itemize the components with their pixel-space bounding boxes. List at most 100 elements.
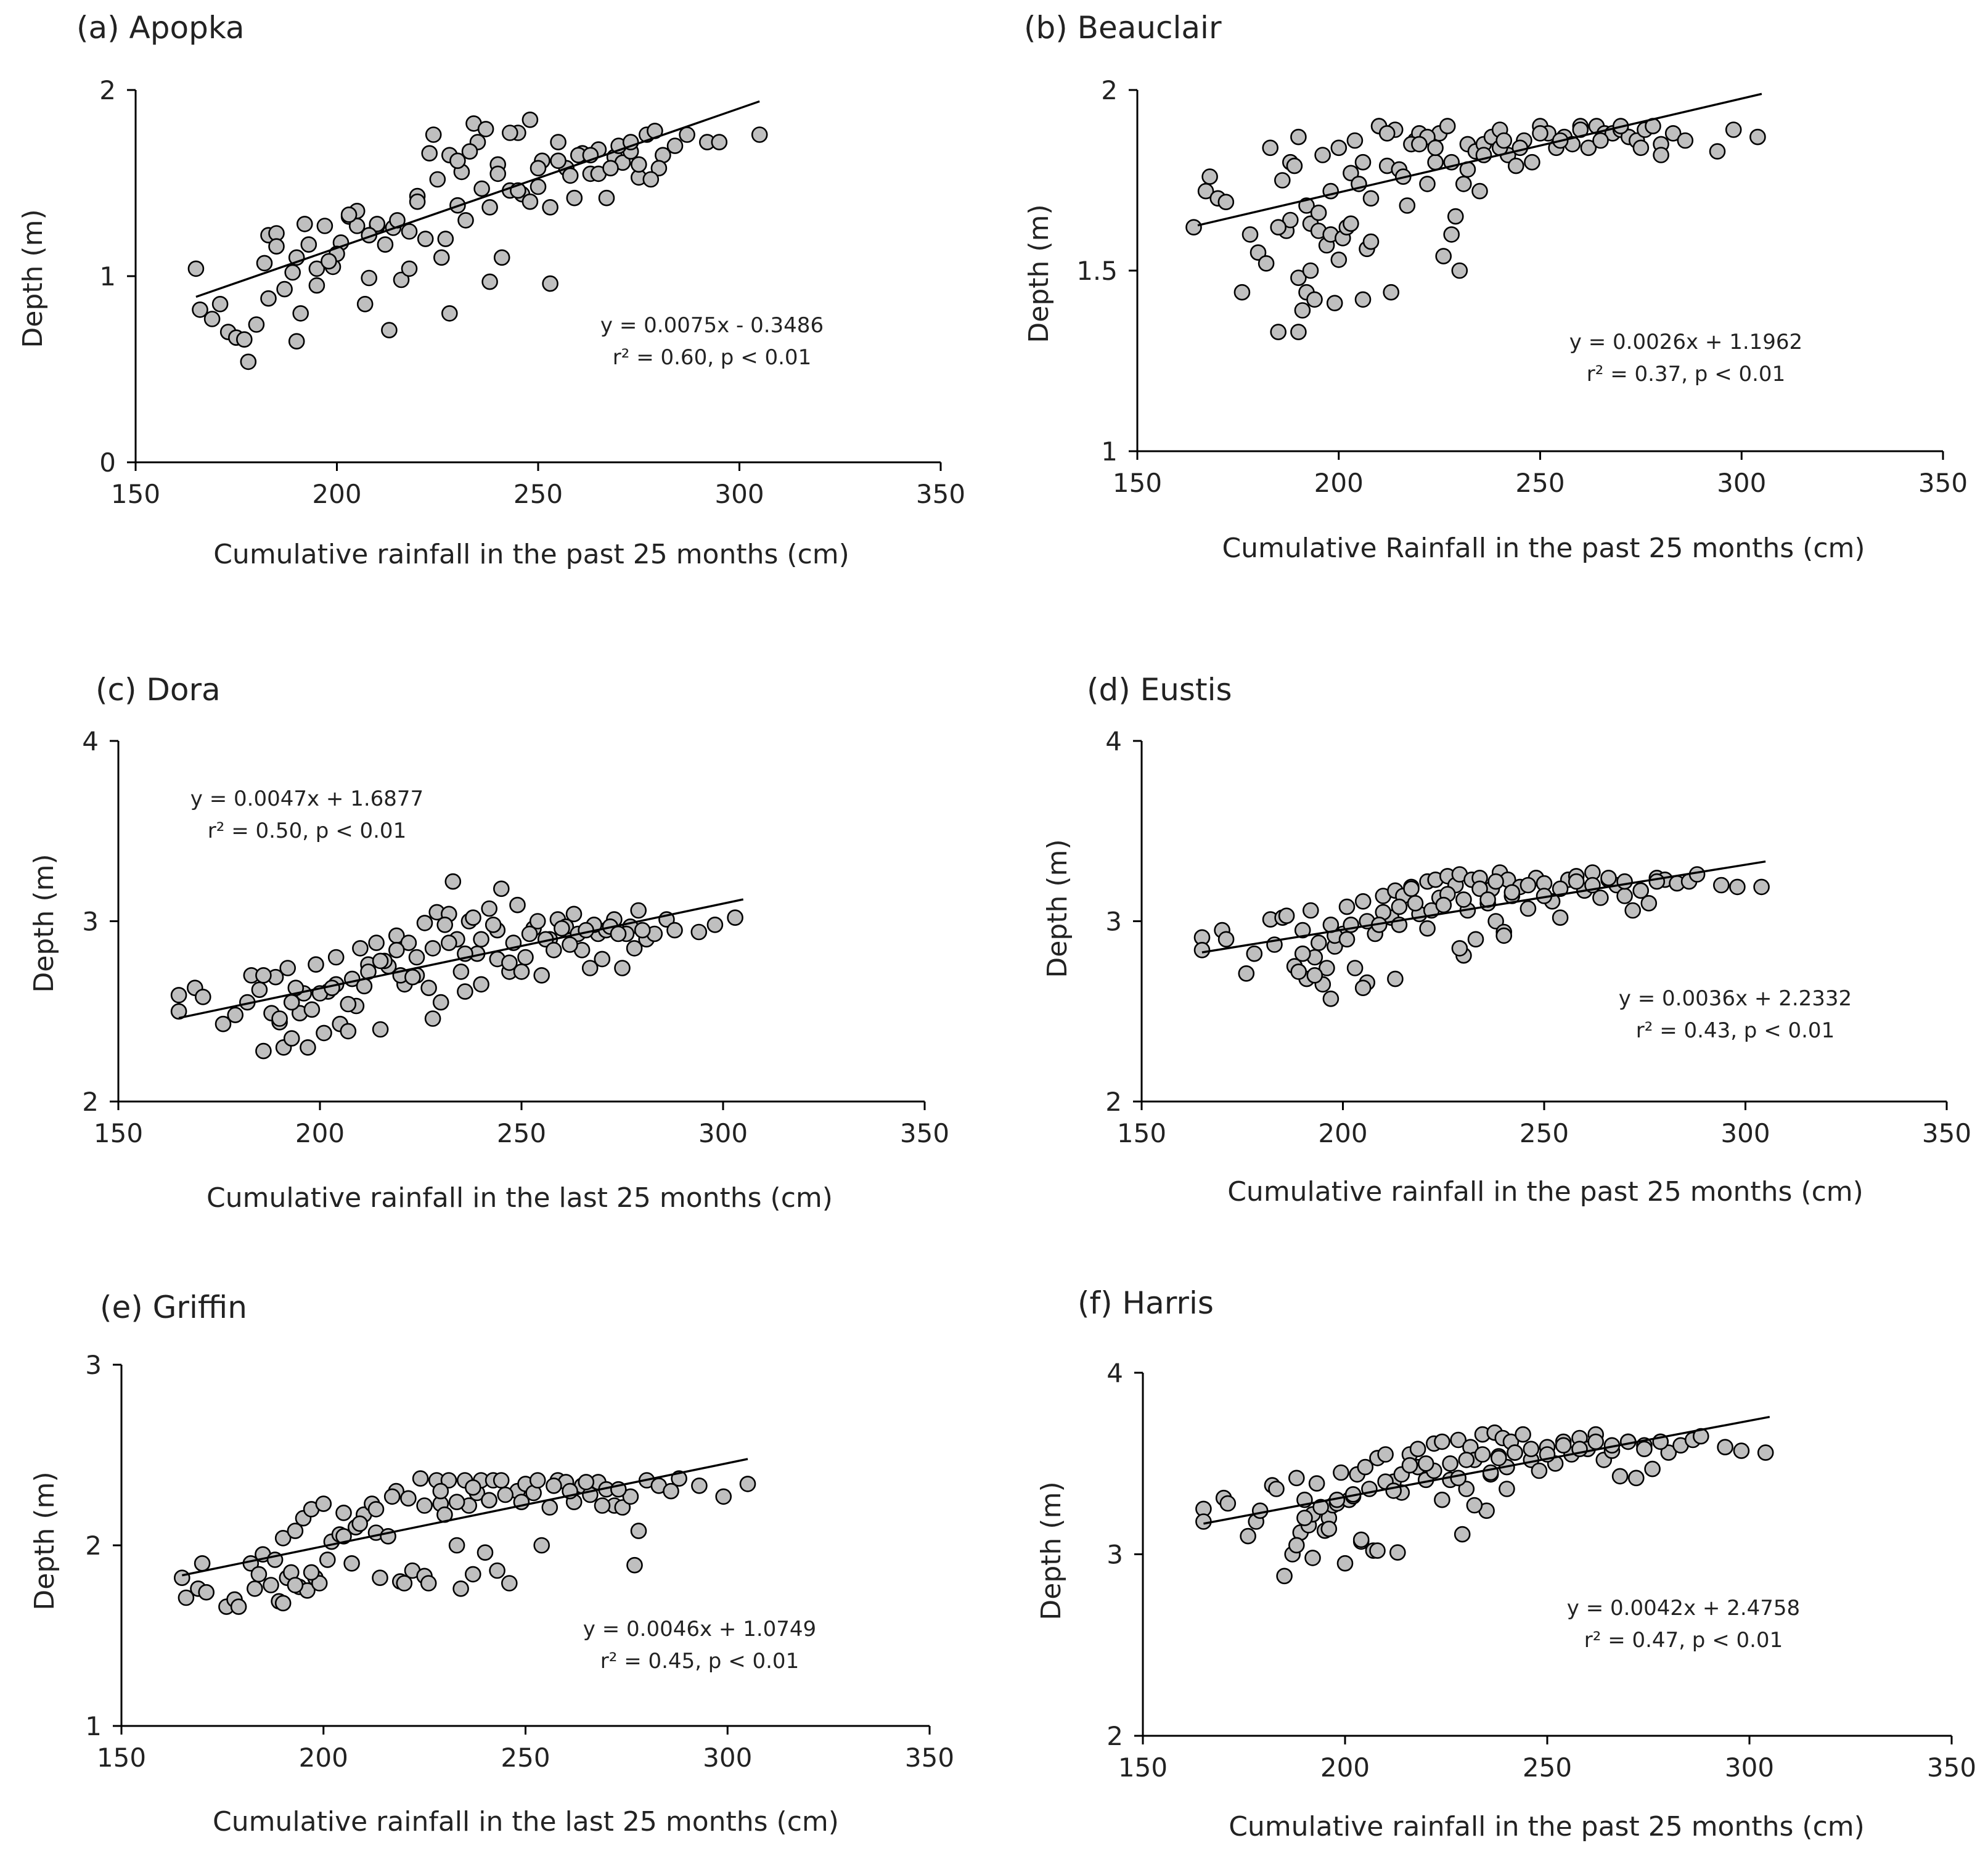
data-point-beauclair (1250, 244, 1267, 261)
data-point-beauclair (1677, 132, 1694, 149)
data-point-griffin (372, 1569, 388, 1586)
data-point-dora (400, 934, 417, 951)
y-tick-label-dora-1: 3 (82, 907, 99, 937)
data-point-dora (368, 934, 385, 951)
data-point-griffin (448, 1537, 465, 1554)
data-point-griffin (497, 1486, 514, 1503)
x-axis-label-apopka: Cumulative rainfall in the past 25 month… (213, 539, 849, 570)
data-point-apopka (481, 198, 498, 216)
x-tick-label-griffin-4: 350 (905, 1743, 954, 1773)
x-tick-label-apopka-4: 350 (916, 479, 965, 509)
x-tick-label-beauclair-4: 350 (1918, 468, 1968, 498)
data-point-griffin (533, 1537, 550, 1554)
data-point-eustis (1616, 888, 1633, 904)
data-point-dora (404, 968, 421, 986)
data-point-dora (194, 989, 211, 1005)
data-point-eustis (1346, 960, 1364, 976)
data-point-dora (465, 909, 481, 926)
data-point-apopka (562, 167, 579, 184)
data-point-dora (255, 967, 272, 984)
data-point-harris (1587, 1433, 1604, 1450)
data-point-apopka (340, 206, 358, 223)
data-point-harris (1644, 1460, 1661, 1478)
data-point-apopka (276, 280, 293, 298)
data-point-beauclair (1306, 291, 1323, 308)
data-point-dora (626, 940, 643, 957)
y-tick-label-dora-0: 2 (82, 1087, 99, 1117)
data-point-apopka (650, 160, 668, 177)
data-point-harris (1304, 1550, 1321, 1566)
data-point-harris (1733, 1442, 1750, 1459)
data-point-harris (1636, 1441, 1653, 1457)
data-point-beauclair (1330, 139, 1348, 157)
x-tick-label-griffin-0: 150 (97, 1743, 146, 1773)
y-tick-label-apopka-0: 0 (99, 448, 116, 478)
data-point-harris (1757, 1444, 1774, 1461)
data-point-beauclair (1443, 226, 1460, 243)
data-point-beauclair (1326, 295, 1343, 312)
data-point-beauclair (1580, 139, 1597, 157)
panel-title-eustis: (d) Eustis (1087, 672, 1232, 708)
data-point-dora (424, 1010, 441, 1027)
data-point-beauclair (1185, 219, 1202, 236)
data-point-beauclair (1511, 139, 1529, 157)
y-axis-label-griffin: Depth (m) (29, 1471, 60, 1610)
x-tick-label-harris-4: 350 (1927, 1752, 1976, 1783)
data-point-eustis (1520, 877, 1537, 894)
regression-equation-eustis: y = 0.0036x + 2.2332 (1619, 986, 1852, 1011)
y-tick-label-eustis-0: 2 (1105, 1087, 1122, 1117)
data-point-apopka (288, 333, 305, 350)
data-point-apopka (409, 193, 426, 210)
data-point-beauclair (1664, 125, 1682, 142)
data-point-griffin (287, 1577, 304, 1593)
y-tick-label-eustis-1: 3 (1105, 907, 1122, 937)
data-point-dora (170, 1003, 187, 1020)
data-point-eustis (1387, 970, 1404, 987)
data-point-harris (1507, 1444, 1523, 1461)
data-point-beauclair (1302, 262, 1319, 279)
data-point-harris (1268, 1481, 1285, 1497)
x-tick-label-eustis-3: 300 (1720, 1118, 1770, 1148)
data-point-dora (432, 994, 449, 1011)
x-axis-label-dora: Cumulative rainfall in the last 25 month… (207, 1182, 833, 1214)
data-point-beauclair (1343, 215, 1359, 232)
data-point-harris (1276, 1568, 1293, 1585)
data-point-dora (452, 963, 470, 980)
data-point-dora (372, 952, 389, 970)
data-point-eustis (1319, 960, 1335, 976)
data-point-eustis (1592, 889, 1609, 906)
data-point-harris (1296, 1510, 1313, 1526)
x-tick-label-eustis-1: 200 (1318, 1118, 1367, 1148)
data-point-dora (706, 917, 724, 933)
data-point-griffin (335, 1505, 352, 1521)
data-point-griffin (493, 1472, 510, 1489)
y-axis-label-beauclair: Depth (m) (1023, 204, 1055, 343)
data-point-apopka (542, 275, 558, 292)
data-point-harris (1555, 1437, 1572, 1454)
data-point-harris (1352, 1531, 1370, 1548)
x-tick-label-dora-1: 200 (295, 1118, 345, 1148)
data-point-beauclair (1343, 165, 1359, 182)
data-point-dora (271, 1010, 288, 1027)
panel-dora: (c) Dora Cumulative rainfall in the last… (28, 672, 949, 1214)
data-point-apopka (631, 156, 647, 173)
data-point-beauclair (1749, 128, 1766, 145)
data-point-griffin (739, 1476, 756, 1492)
data-point-dora (581, 960, 599, 976)
data-point-beauclair (1290, 269, 1307, 287)
data-point-apopka (211, 295, 229, 313)
data-point-apopka (566, 189, 583, 206)
data-point-harris (1401, 1457, 1418, 1474)
data-point-griffin (501, 1575, 518, 1592)
data-point-griffin (477, 1544, 494, 1561)
data-point-apopka (296, 216, 313, 232)
regression-equation-apopka: y = 0.0075x - 0.3486 (600, 313, 824, 338)
data-point-beauclair (1362, 190, 1380, 207)
data-point-harris (1450, 1470, 1466, 1487)
data-point-apopka (550, 134, 567, 150)
data-point-dora (303, 1001, 321, 1018)
regression-stats-eustis: r² = 0.43, p < 0.01 (1636, 1018, 1835, 1043)
data-point-eustis (1306, 967, 1323, 984)
data-point-dora (501, 954, 518, 971)
data-point-harris (1357, 1458, 1374, 1476)
